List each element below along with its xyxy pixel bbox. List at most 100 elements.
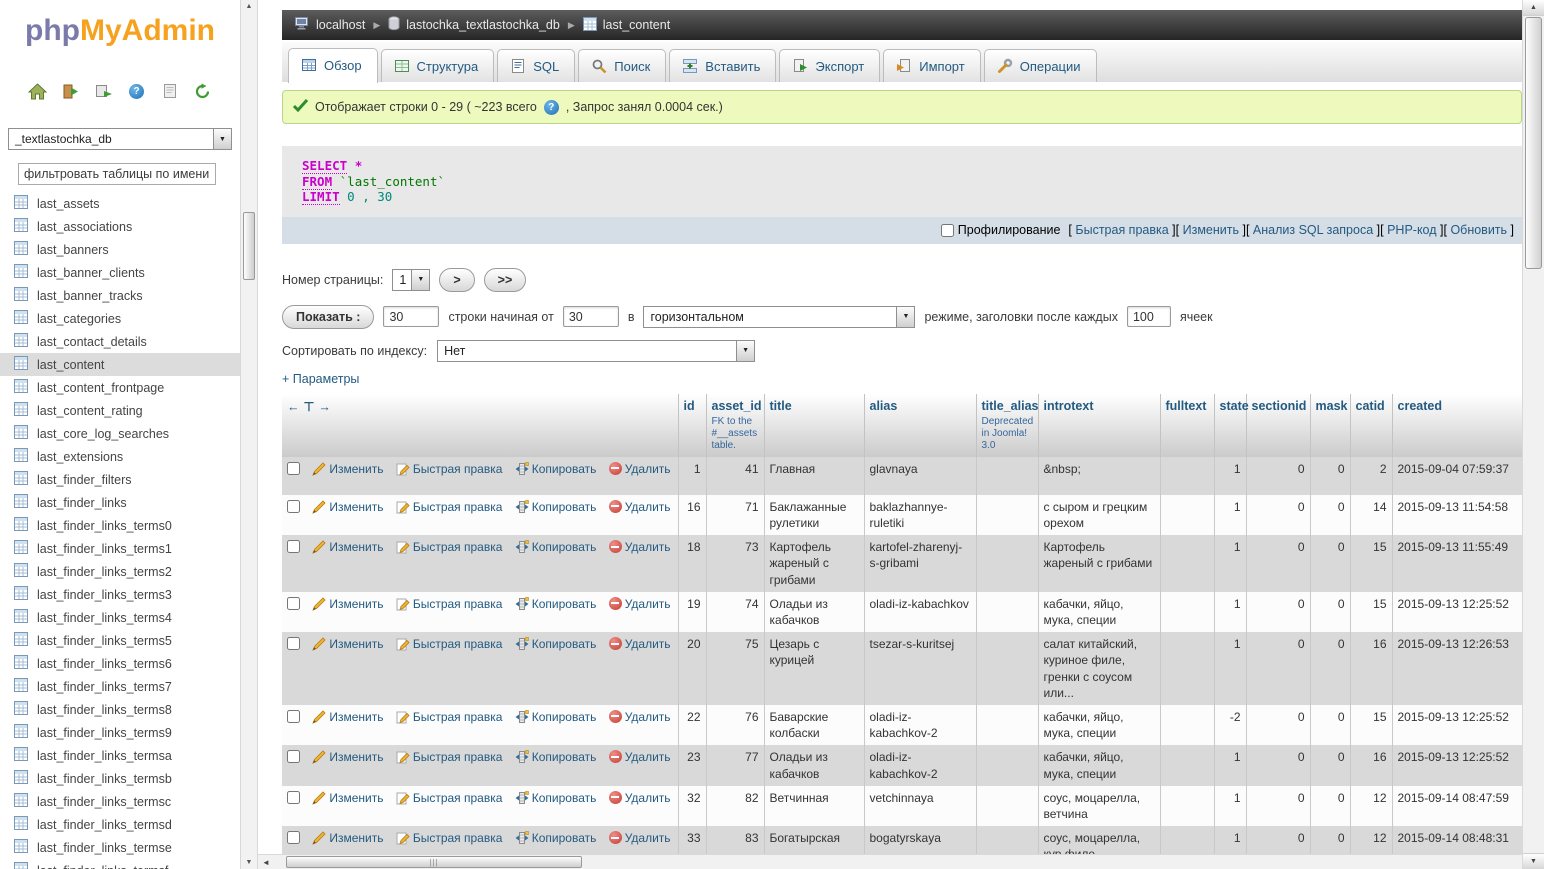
headers-repeat-input[interactable] (1126, 306, 1171, 328)
profiling-checkbox[interactable] (940, 223, 954, 237)
sidebar-scrollbar[interactable]: ▲ ▼ (240, 0, 258, 869)
copy-link[interactable]: Копировать (506, 462, 596, 476)
edit-link[interactable]: Изменить (303, 597, 383, 611)
table-filter-input[interactable] (18, 163, 216, 185)
scroll-left-icon[interactable]: ◄ (262, 858, 270, 867)
sort-index-select[interactable]: Нет ▼ (437, 339, 756, 362)
help-icon[interactable]: ? (543, 99, 559, 115)
row-checkbox[interactable] (287, 750, 300, 764)
inline-edit-link[interactable]: Быстрая правка (387, 500, 502, 514)
scroll-down-icon[interactable]: ▼ (1523, 853, 1544, 869)
options-link[interactable]: + Параметры (282, 371, 360, 386)
sidebar-item-table[interactable]: last_finder_links_terms5 (0, 629, 240, 652)
column-header[interactable]: id (678, 393, 707, 457)
next-page-button[interactable]: > (439, 267, 475, 292)
inline-edit-link[interactable]: Быстрая правка (387, 710, 502, 724)
column-header[interactable]: state (1214, 393, 1249, 457)
inline-edit-link[interactable]: Быстрая правка (387, 540, 502, 554)
delete-link[interactable]: Удалить (600, 790, 671, 805)
column-header[interactable]: created (1392, 393, 1522, 457)
column-header[interactable]: alias (864, 393, 977, 457)
breadcrumb-table[interactable]: last_content (582, 16, 670, 34)
sidebar-item-table[interactable]: last_finder_links_termse (0, 836, 240, 859)
row-checkbox[interactable] (287, 709, 300, 723)
delete-link[interactable]: Удалить (600, 461, 671, 476)
copy-link[interactable]: Копировать (506, 831, 596, 845)
reload-icon[interactable] (193, 82, 212, 100)
row-checkbox[interactable] (287, 461, 300, 475)
delete-link[interactable]: Удалить (600, 709, 671, 724)
delete-link[interactable]: Удалить (600, 637, 671, 651)
sidebar-item-table[interactable]: last_banner_clients (0, 261, 240, 284)
sidebar-item-table[interactable]: last_finder_filters (0, 468, 240, 491)
column-header[interactable]: catid (1350, 393, 1393, 457)
scroll-up-icon[interactable]: ▲ (245, 3, 253, 10)
edit-link[interactable]: Изменить (303, 750, 383, 764)
horizontal-scrollbar[interactable]: ◄ ||| (258, 854, 1522, 869)
sidebar-item-table[interactable]: last_banner_tracks (0, 284, 240, 307)
page-number-select[interactable]: 1 ▼ (392, 268, 431, 291)
sql-keyword[interactable]: LIMIT (302, 189, 340, 206)
delete-link[interactable]: Удалить (600, 499, 671, 514)
column-header[interactable]: asset_id FK to the #__assets table. (706, 393, 765, 457)
sidebar-item-table[interactable]: last_content (0, 353, 240, 376)
tab-operations[interactable]: Операции (983, 49, 1097, 82)
tab-browse[interactable]: Обзор (288, 48, 378, 83)
delete-link[interactable]: Удалить (600, 540, 671, 554)
sidebar-item-table[interactable]: last_finder_links_termsf (0, 859, 240, 869)
sidebar-item-table[interactable]: last_finder_links_termsa (0, 744, 240, 767)
sql-action-link[interactable]: Анализ SQL запроса (1252, 223, 1374, 238)
sidebar-item-table[interactable]: last_contact_details (0, 330, 240, 353)
left-arrow-icon[interactable]: ← (287, 399, 304, 414)
edit-link[interactable]: Изменить (303, 500, 383, 514)
row-checkbox[interactable] (287, 596, 300, 610)
breadcrumb-server[interactable]: localhost (294, 16, 365, 34)
query-window-icon[interactable] (94, 82, 113, 100)
column-header[interactable]: title_alias Deprecated in Joomla! 3.0 (976, 393, 1039, 457)
inline-edit-link[interactable]: Быстрая правка (387, 462, 502, 476)
sidebar-item-table[interactable]: last_finder_links_terms1 (0, 537, 240, 560)
start-row-input[interactable] (562, 306, 619, 328)
inline-edit-link[interactable]: Быстрая правка (387, 637, 502, 651)
edit-link[interactable]: Изменить (303, 831, 383, 845)
edit-link[interactable]: Изменить (303, 540, 383, 554)
column-header[interactable]: sectionid (1246, 393, 1311, 457)
vertical-scrollbar[interactable]: ▲ ▼ (1522, 0, 1544, 869)
sidebar-item-table[interactable]: last_finder_links (0, 491, 240, 514)
copy-link[interactable]: Копировать (506, 637, 596, 651)
sql-action-link[interactable]: Изменить (1182, 223, 1239, 238)
copy-link[interactable]: Копировать (506, 540, 596, 554)
inline-edit-link[interactable]: Быстрая правка (387, 791, 502, 805)
sidebar-item-table[interactable]: last_finder_links_terms0 (0, 514, 240, 537)
home-icon[interactable] (28, 82, 47, 100)
scroll-down-icon[interactable]: ▼ (245, 859, 253, 866)
inline-edit-link[interactable]: Быстрая правка (387, 750, 502, 764)
column-header[interactable]: mask (1310, 393, 1351, 457)
help-icon[interactable]: ? (127, 82, 146, 100)
inline-edit-link[interactable]: Быстрая правка (387, 831, 502, 845)
breadcrumb-database[interactable]: lastochka_textlastochka_db (388, 16, 560, 34)
database-select[interactable]: _textlastochka_db ▼ (8, 128, 232, 150)
column-header[interactable]: title (764, 393, 865, 457)
logout-icon[interactable] (61, 82, 80, 100)
sql-keyword[interactable]: SELECT (302, 158, 348, 174)
edit-link[interactable]: Изменить (303, 791, 383, 805)
sidebar-item-table[interactable]: last_finder_links_termsb (0, 767, 240, 790)
sidebar-item-table[interactable]: last_content_frontpage (0, 376, 240, 399)
sidebar-item-table[interactable]: last_finder_links_termsd (0, 813, 240, 836)
sidebar-item-table[interactable]: last_assets (0, 192, 240, 215)
sidebar-item-table[interactable]: last_finder_links_terms3 (0, 583, 240, 606)
scroll-up-icon[interactable]: ▲ (1523, 0, 1544, 16)
row-checkbox[interactable] (287, 499, 300, 513)
sidebar-item-table[interactable]: last_extensions (0, 445, 240, 468)
sql-action-link[interactable]: Обновить (1450, 223, 1508, 238)
copy-link[interactable]: Копировать (506, 597, 596, 611)
sidebar-scrollbar-thumb[interactable] (243, 212, 255, 280)
sql-action-link[interactable]: PHP-код (1387, 223, 1437, 238)
sidebar-item-table[interactable]: last_finder_links_terms6 (0, 652, 240, 675)
edit-link[interactable]: Изменить (303, 710, 383, 724)
docs-icon[interactable] (160, 82, 179, 100)
sidebar-item-table[interactable]: last_finder_links_terms9 (0, 721, 240, 744)
sidebar-item-table[interactable]: last_finder_links_termsc (0, 790, 240, 813)
sidebar-item-table[interactable]: last_associations (0, 215, 240, 238)
